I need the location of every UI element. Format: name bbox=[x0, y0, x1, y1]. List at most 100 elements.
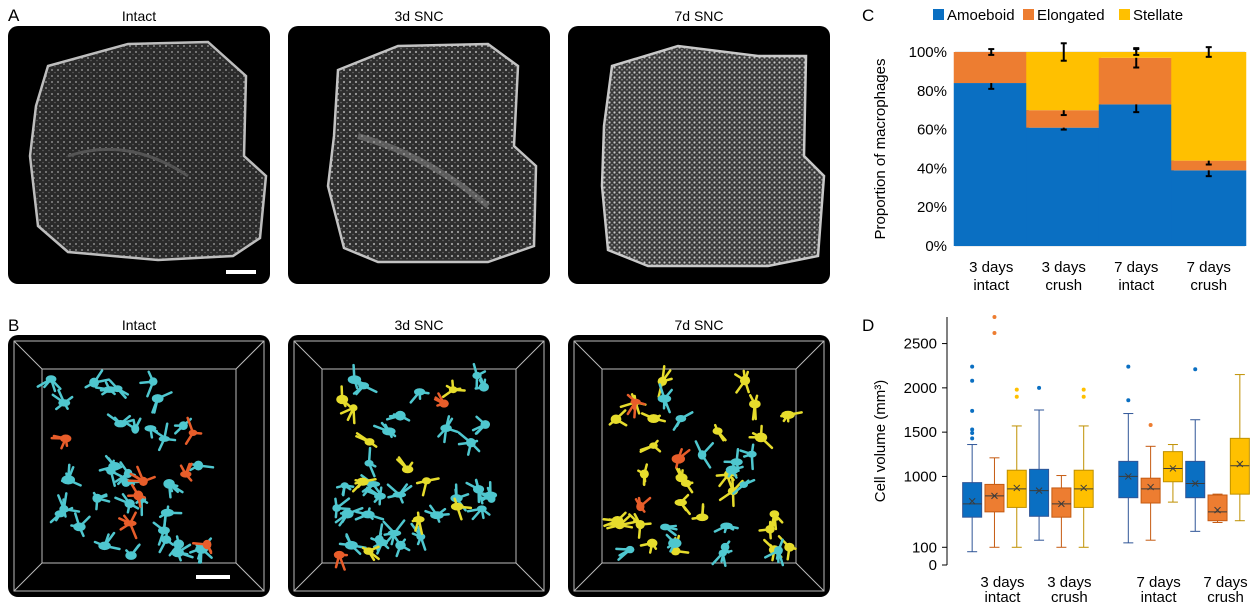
cell-shape bbox=[671, 448, 691, 469]
cell-shape bbox=[173, 417, 193, 435]
cell-shape bbox=[660, 523, 678, 537]
cell-shape bbox=[106, 413, 135, 428]
legend-label: Elongated bbox=[1037, 7, 1105, 24]
cell-shape bbox=[777, 535, 797, 561]
y-tick-label: 2000 bbox=[904, 380, 937, 397]
cell-shape bbox=[415, 477, 440, 497]
panel-a-title-intact: Intact bbox=[121, 8, 157, 24]
outlier-point bbox=[970, 408, 975, 413]
outlier-point bbox=[970, 431, 975, 436]
outlier-point bbox=[970, 364, 975, 369]
cell-shape bbox=[465, 478, 485, 505]
box bbox=[962, 482, 983, 518]
cell-shape bbox=[70, 512, 91, 538]
outlier-point bbox=[1193, 367, 1198, 372]
panel-a-letter: A bbox=[8, 6, 20, 25]
cell-shape bbox=[84, 369, 111, 389]
cell-shape bbox=[748, 394, 761, 421]
x-tick-label: crush bbox=[1045, 277, 1082, 294]
cell-shape bbox=[713, 522, 739, 534]
mean-marker bbox=[1147, 483, 1154, 491]
x-tick-label: crush bbox=[1051, 589, 1088, 606]
panel-b-letter: B bbox=[8, 316, 20, 335]
cell-shape bbox=[123, 417, 142, 434]
cell-shape bbox=[639, 439, 662, 453]
panel-b-title-intact: Intact bbox=[121, 317, 157, 333]
box bbox=[1118, 460, 1139, 499]
cell-shape bbox=[171, 542, 194, 562]
mean-marker bbox=[1169, 465, 1177, 472]
x-tick-label: 7 days bbox=[1187, 259, 1231, 276]
cell-shape bbox=[675, 466, 690, 487]
cell-shape bbox=[163, 479, 184, 499]
cell-shape bbox=[758, 520, 775, 540]
cell-shape bbox=[361, 545, 380, 562]
cell-shape bbox=[410, 522, 427, 551]
bar-segment bbox=[1098, 104, 1174, 246]
cell-shape bbox=[385, 410, 411, 422]
outlier-point bbox=[1037, 385, 1042, 390]
outlier-point bbox=[970, 378, 975, 383]
cell-shape bbox=[189, 460, 215, 472]
cell-shape bbox=[332, 497, 351, 519]
outlier-point bbox=[970, 436, 975, 441]
box bbox=[1162, 451, 1183, 483]
cell-shape bbox=[106, 459, 123, 487]
cell-shape bbox=[424, 504, 450, 523]
cell-shape bbox=[336, 385, 355, 411]
y-tick-label: 60% bbox=[917, 122, 947, 139]
cell-shape bbox=[657, 383, 673, 414]
cell-shape bbox=[634, 496, 652, 513]
cell-shape bbox=[479, 493, 496, 503]
cell-shape bbox=[333, 550, 349, 571]
outlier-point bbox=[1081, 394, 1086, 399]
x-tick-label: intact bbox=[1141, 589, 1178, 606]
cell-shape bbox=[640, 412, 667, 424]
cell-render-intact bbox=[8, 335, 270, 597]
mean-marker bbox=[1080, 484, 1088, 492]
mean-marker bbox=[1058, 500, 1065, 508]
bar-segment bbox=[1171, 170, 1247, 246]
y-axis-title: Proportion of macrophages bbox=[872, 59, 889, 240]
cell-shape bbox=[127, 465, 156, 487]
cell-shape bbox=[373, 421, 397, 439]
cell-shape bbox=[674, 493, 691, 516]
cell-shape bbox=[50, 434, 72, 450]
cell-shape bbox=[60, 463, 82, 487]
cell-shape bbox=[748, 424, 774, 450]
cell-shape bbox=[466, 505, 491, 521]
x-tick-label: crush bbox=[1190, 277, 1227, 294]
cell-shape bbox=[184, 416, 203, 445]
cell-shape bbox=[152, 515, 170, 546]
cell-shape bbox=[179, 462, 193, 482]
cell-shape bbox=[780, 410, 803, 423]
bar-segment bbox=[1171, 52, 1247, 161]
cell-shape bbox=[351, 477, 377, 493]
tissue-section-3d bbox=[326, 42, 538, 264]
y-tick-label: 0% bbox=[925, 238, 947, 255]
cell-shape bbox=[151, 391, 173, 414]
cell-shape bbox=[639, 538, 658, 554]
y-tick-label: 100 bbox=[912, 539, 937, 556]
panel-c-letter: C bbox=[862, 6, 875, 25]
cell-shape bbox=[711, 549, 733, 567]
cell-shape bbox=[637, 463, 649, 487]
cell-shape bbox=[437, 415, 459, 444]
cell-shape bbox=[764, 538, 785, 567]
x-tick-label: intact bbox=[1118, 277, 1155, 294]
bar-segment bbox=[1026, 127, 1102, 246]
y-tick-label: 0 bbox=[929, 557, 937, 574]
y-tick-label: 20% bbox=[917, 199, 947, 216]
cell-shape bbox=[355, 432, 378, 448]
tissue-section-intact bbox=[28, 40, 268, 274]
outlier-point bbox=[992, 315, 997, 319]
cell-shape bbox=[92, 491, 111, 511]
cell-shape bbox=[51, 388, 74, 411]
x-tick-label: intact bbox=[973, 277, 1010, 294]
cell-shape bbox=[370, 537, 389, 555]
cell-shape bbox=[127, 483, 146, 508]
legend-label: Stellate bbox=[1133, 7, 1183, 24]
cell-shape bbox=[732, 478, 756, 495]
x-tick-label: 7 days bbox=[1203, 574, 1247, 591]
x-tick-label: 3 days bbox=[1047, 574, 1091, 591]
